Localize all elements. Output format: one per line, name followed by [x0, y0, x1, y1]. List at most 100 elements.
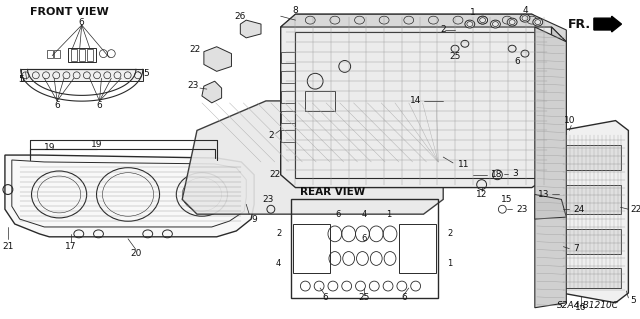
Polygon shape	[561, 121, 628, 303]
Text: 2: 2	[447, 229, 452, 238]
Text: 20: 20	[130, 249, 141, 258]
Text: 4: 4	[362, 210, 367, 219]
Bar	[554, 189, 563, 197]
Bar	[281, 52, 296, 63]
Polygon shape	[281, 14, 552, 188]
Text: 14: 14	[410, 96, 421, 105]
Bar	[554, 160, 563, 167]
Ellipse shape	[533, 18, 543, 26]
Bar	[566, 185, 621, 214]
Ellipse shape	[521, 50, 529, 57]
Polygon shape	[202, 81, 221, 103]
Polygon shape	[5, 155, 254, 237]
Bar	[566, 229, 621, 254]
Bar	[554, 224, 563, 231]
Bar	[20, 69, 143, 81]
Bar	[554, 254, 563, 260]
Text: 11: 11	[458, 160, 470, 169]
Polygon shape	[182, 101, 444, 214]
Ellipse shape	[520, 14, 530, 22]
Text: S2A4-B1210C: S2A4-B1210C	[557, 301, 619, 310]
Text: 4: 4	[276, 259, 282, 268]
Text: 6: 6	[97, 101, 102, 110]
Bar	[54, 50, 60, 57]
Text: 22: 22	[269, 170, 281, 179]
Text: 5: 5	[630, 296, 636, 305]
Text: 26: 26	[235, 12, 246, 21]
Polygon shape	[241, 20, 261, 38]
Text: FRONT VIEW: FRONT VIEW	[29, 7, 108, 17]
Text: 8: 8	[292, 6, 298, 15]
Text: 6: 6	[79, 18, 84, 26]
Bar	[554, 145, 563, 152]
Text: 22: 22	[189, 45, 200, 54]
Text: 12: 12	[476, 190, 487, 199]
Bar	[296, 32, 537, 178]
Text: 25: 25	[359, 293, 370, 302]
Bar	[291, 199, 438, 298]
Text: 16: 16	[575, 303, 587, 312]
Polygon shape	[204, 47, 232, 71]
Text: 10: 10	[564, 116, 575, 125]
Bar	[566, 145, 621, 170]
Text: 24: 24	[573, 205, 584, 214]
Bar	[281, 91, 296, 103]
Text: 18: 18	[490, 170, 502, 179]
Text: 23: 23	[262, 195, 274, 204]
Text: 4: 4	[522, 6, 528, 15]
Text: 2: 2	[276, 229, 282, 238]
Text: 6: 6	[401, 293, 406, 302]
Text: 25: 25	[449, 52, 461, 61]
Text: 6: 6	[54, 101, 60, 110]
Text: 6: 6	[335, 210, 340, 219]
Bar	[47, 50, 53, 57]
Bar	[292, 224, 330, 273]
FancyArrow shape	[594, 16, 621, 32]
Text: 6: 6	[362, 234, 367, 243]
Polygon shape	[535, 195, 566, 219]
Text: 23: 23	[516, 205, 527, 214]
Ellipse shape	[508, 18, 517, 26]
Text: 3: 3	[512, 169, 518, 178]
Bar	[79, 49, 84, 61]
Text: 9: 9	[251, 215, 257, 224]
Text: 2: 2	[268, 131, 274, 140]
Text: 19: 19	[91, 140, 102, 149]
Text: 1: 1	[470, 8, 476, 17]
Text: 6: 6	[514, 57, 520, 66]
Bar	[71, 49, 77, 61]
Bar	[399, 224, 436, 273]
Text: 1: 1	[447, 259, 452, 268]
Bar	[554, 209, 563, 216]
Text: 13: 13	[538, 190, 550, 199]
Text: FR.: FR.	[568, 18, 591, 31]
Text: 1: 1	[387, 210, 392, 219]
Bar	[554, 239, 563, 246]
Text: 21: 21	[2, 242, 13, 251]
Bar	[281, 71, 296, 83]
Bar	[554, 175, 563, 182]
Ellipse shape	[477, 16, 488, 24]
Ellipse shape	[490, 20, 500, 28]
Polygon shape	[552, 27, 566, 180]
Text: 6: 6	[322, 293, 328, 302]
Text: 23: 23	[188, 81, 199, 90]
Text: 2: 2	[440, 26, 446, 34]
Text: 5: 5	[18, 75, 24, 84]
Bar	[68, 48, 95, 62]
Ellipse shape	[461, 40, 469, 47]
Ellipse shape	[451, 45, 459, 52]
Polygon shape	[281, 14, 566, 42]
Ellipse shape	[508, 45, 516, 52]
Text: 19: 19	[44, 143, 55, 152]
Text: 22: 22	[630, 205, 640, 214]
Text: 15: 15	[501, 195, 513, 204]
Ellipse shape	[465, 20, 475, 28]
Bar	[305, 91, 335, 111]
Text: 7: 7	[573, 244, 579, 253]
Text: 17: 17	[65, 242, 77, 251]
Bar	[86, 49, 93, 61]
Text: 5: 5	[143, 69, 148, 78]
Bar	[554, 268, 563, 275]
Polygon shape	[535, 27, 566, 308]
